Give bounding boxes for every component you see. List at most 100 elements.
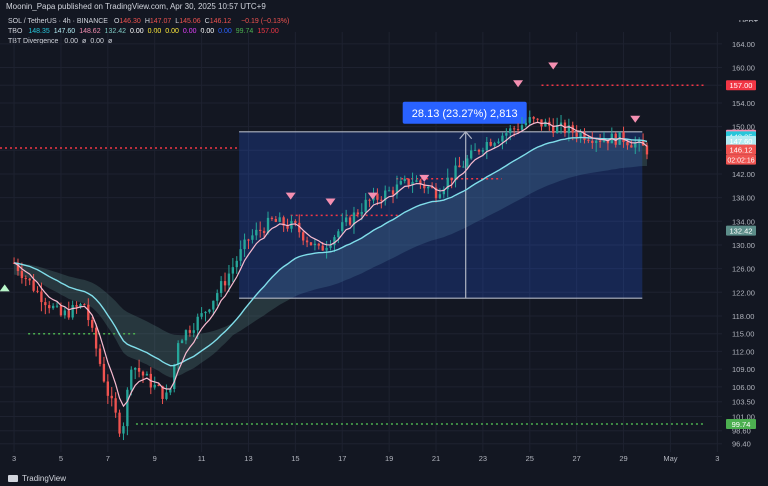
candle-body [79, 304, 82, 307]
currency-label[interactable]: USDT [738, 20, 758, 27]
candle-body [446, 177, 449, 190]
candle-body [481, 150, 485, 152]
candle-body [270, 217, 274, 219]
candle-body [51, 305, 55, 309]
candle-body [563, 122, 567, 134]
symbol-row[interactable]: SOL / TetherUS · 4h · BINANCE O146.30 H14… [8, 17, 293, 27]
candle-body [145, 373, 149, 376]
candle-body [583, 132, 586, 140]
candle-body [153, 384, 156, 388]
y-tick-label: 122.00 [732, 288, 755, 297]
candle-body [403, 178, 406, 182]
price-badge-label: 99.74 [732, 420, 751, 429]
x-tick-label: May [663, 454, 677, 463]
slow-line [13, 136, 648, 367]
candle-body [161, 385, 164, 399]
level-lines [0, 84, 706, 425]
candle-body [473, 149, 477, 151]
candle-body [141, 371, 145, 376]
price-badge [726, 225, 756, 236]
candle-body [91, 320, 94, 328]
candle-body [321, 245, 324, 251]
candle-body [231, 267, 235, 274]
candle-body [434, 187, 438, 199]
price-badge-label: 157.00 [730, 81, 753, 90]
candle-body [524, 122, 528, 126]
candle-body [442, 189, 445, 195]
candle-body [575, 132, 578, 137]
candle-body [427, 186, 430, 189]
candle-body [645, 145, 649, 155]
divergence-value: 0.00 [90, 38, 104, 45]
x-tick-label: 21 [432, 454, 440, 463]
ohlc-value: 146.12 [209, 18, 232, 25]
y-tick-label: 150.00 [732, 123, 755, 132]
price-badge [726, 80, 756, 91]
symbol-name: SOL / TetherUS · 4h · BINANCE [8, 18, 108, 25]
ohlc-o: O146.30 [113, 18, 141, 25]
divergence-row[interactable]: TBT Divergence 0.00 ø 0.00 ø [8, 37, 293, 47]
candle-body [134, 367, 137, 370]
candle-body [497, 141, 500, 144]
candle-body [130, 369, 133, 390]
candle-body [196, 316, 199, 331]
candle-body [411, 181, 414, 186]
candle-body [40, 291, 43, 303]
candle-body [12, 262, 16, 264]
measure-box: 28.13 (23.27%) 2,813 [239, 101, 643, 299]
price-axis: 164.00 160.00 157.00 154.00 150.00 146.00 142.… [722, 22, 768, 462]
candle-body [251, 235, 254, 240]
sell-signal-icon [548, 62, 559, 70]
price-badge-label: 148.62 [730, 131, 753, 140]
candle-body [48, 305, 51, 309]
candle-body [274, 218, 278, 222]
y-tick-label: 101.00 [732, 413, 755, 422]
divergence-values: 0.00 ø 0.00 ø [64, 38, 116, 45]
footer: TradingView [0, 472, 768, 486]
candle-body [266, 217, 270, 234]
candle-body [188, 330, 192, 333]
y-tick-label: 118.00 [732, 312, 754, 321]
candle-body [360, 211, 363, 215]
price-change: −0.19 (−0.13%) [241, 18, 290, 25]
candle-body [290, 220, 293, 229]
candle-body [102, 363, 106, 382]
candle-body [454, 165, 457, 181]
candle-body [489, 141, 492, 146]
candle-body [552, 125, 555, 133]
y-tick-label: 112.00 [732, 347, 754, 356]
candle-body [36, 290, 39, 292]
x-tick-label: 7 [106, 454, 110, 463]
tbo-value: 157.00 [257, 28, 279, 35]
candle-body [32, 280, 35, 291]
candle-body [118, 412, 121, 434]
price-badge [726, 131, 756, 142]
candle-body [55, 305, 59, 307]
candle-body [219, 281, 223, 294]
y-tick-label: 134.00 [732, 217, 755, 226]
candle-body [341, 222, 344, 232]
candle-body [559, 122, 563, 126]
x-tick-label: 3 [12, 454, 16, 463]
ohlc-value: 146.30 [119, 18, 141, 25]
price-badge [726, 129, 756, 140]
tbo-row[interactable]: TBO 148.35 147.60 148.62 132.42 0.00 0.00 0.00… [8, 27, 293, 37]
candle-body [598, 140, 602, 142]
sell-signal-icon [367, 192, 378, 200]
ohlc-h: H147.07 [144, 18, 172, 25]
ohlc-value: 145.06 [179, 18, 201, 25]
candle-body [368, 199, 371, 201]
candle-body [450, 177, 453, 181]
candle-body [391, 190, 395, 195]
candle-body [192, 330, 195, 333]
x-tick-label: 25 [526, 454, 534, 463]
x-tick-label: 3 [715, 454, 719, 463]
candle-body [610, 133, 613, 144]
candle-body [309, 242, 313, 246]
tbo-value: 0.00 [182, 28, 197, 35]
candle-body [509, 128, 512, 134]
candle-body [337, 231, 340, 238]
candle-body [208, 309, 211, 312]
candle-body [286, 225, 289, 229]
